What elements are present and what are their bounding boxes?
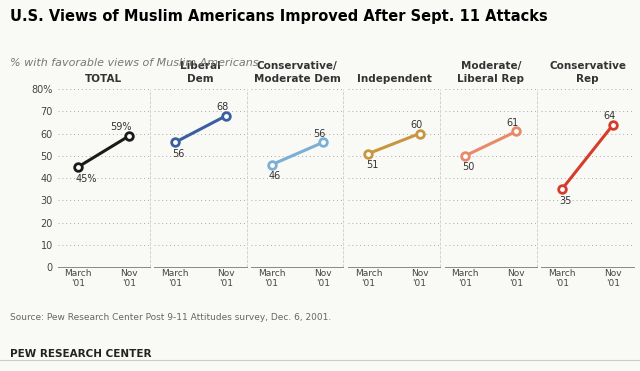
Text: % with favorable views of Muslim Americans: % with favorable views of Muslim America… (10, 58, 258, 68)
Text: 64: 64 (604, 111, 616, 121)
Text: Source: Pew Research Center Post 9-11 Attitudes survey, Dec. 6, 2001.: Source: Pew Research Center Post 9-11 At… (10, 313, 331, 322)
Text: 60: 60 (410, 120, 422, 130)
Title: Conservative/
Moderate Dem: Conservative/ Moderate Dem (254, 61, 340, 84)
Text: 56: 56 (313, 129, 325, 139)
Text: 46: 46 (269, 171, 282, 181)
Text: 35: 35 (559, 196, 572, 206)
Title: Independent: Independent (356, 74, 431, 84)
Text: 68: 68 (216, 102, 228, 112)
Title: Liberal
Dem: Liberal Dem (180, 61, 221, 84)
Text: 59%: 59% (110, 122, 132, 132)
Text: 61: 61 (507, 118, 519, 128)
Text: 51: 51 (366, 160, 378, 170)
Title: Moderate/
Liberal Rep: Moderate/ Liberal Rep (457, 61, 524, 84)
Title: TOTAL: TOTAL (85, 74, 122, 84)
Text: 45%: 45% (76, 174, 97, 184)
Text: 56: 56 (172, 149, 185, 159)
Text: PEW RESEARCH CENTER: PEW RESEARCH CENTER (10, 349, 151, 359)
Title: Conservative
Rep: Conservative Rep (549, 61, 626, 84)
Text: 50: 50 (463, 162, 475, 173)
Text: U.S. Views of Muslim Americans Improved After Sept. 11 Attacks: U.S. Views of Muslim Americans Improved … (10, 9, 547, 24)
